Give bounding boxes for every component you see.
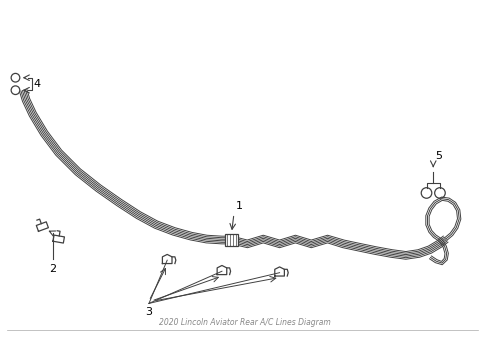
Text: 2020 Lincoln Aviator Rear A/C Lines Diagram: 2020 Lincoln Aviator Rear A/C Lines Diag… [159,319,331,328]
Polygon shape [225,234,238,246]
Text: 3: 3 [146,307,152,317]
Text: 2: 2 [49,264,56,274]
Text: 4: 4 [34,79,41,89]
Text: 1: 1 [235,201,243,211]
Text: 5: 5 [436,151,442,161]
